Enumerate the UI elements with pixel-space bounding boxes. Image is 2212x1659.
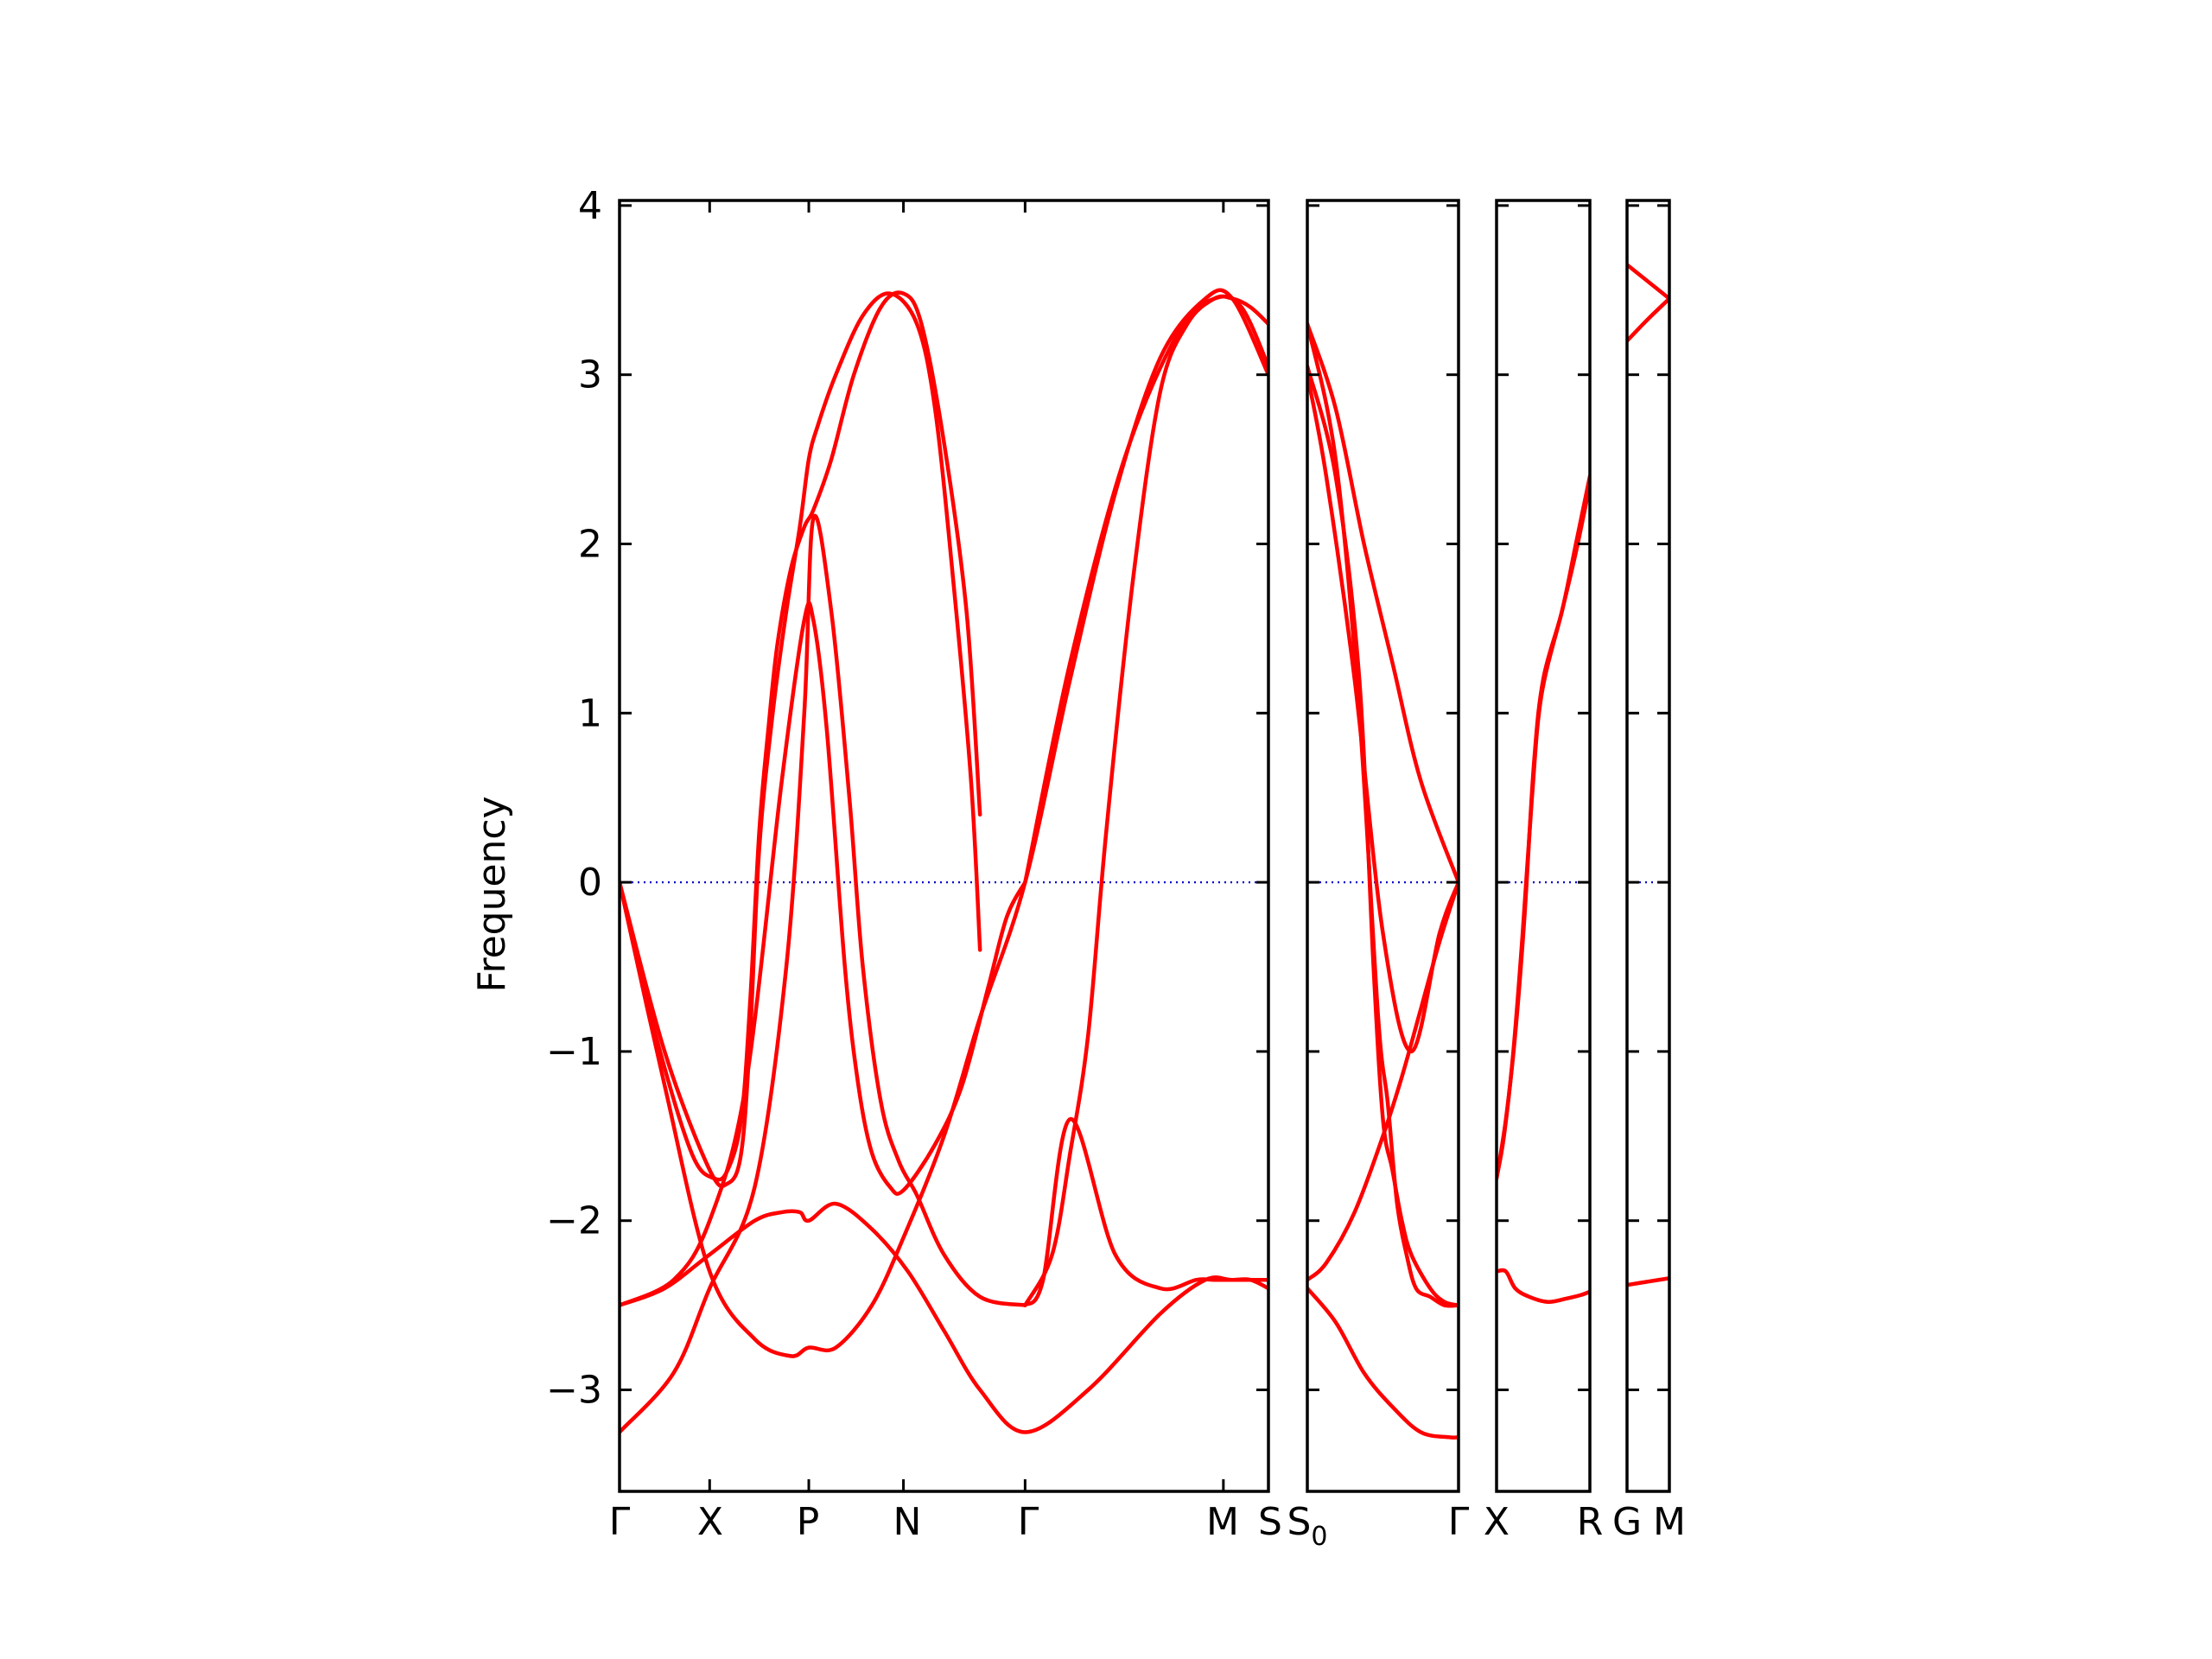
band-line-panel-0-5 — [620, 288, 1268, 1358]
x-tick-label: X — [697, 1500, 723, 1544]
x-tick-label: Γ — [1018, 1500, 1039, 1544]
y-tick-label: −1 — [546, 1030, 602, 1074]
x-tick-label: Γ — [1448, 1500, 1470, 1544]
y-tick-label: 1 — [578, 691, 602, 735]
x-tick-label: Γ — [609, 1500, 631, 1544]
x-tick-label: S — [1258, 1500, 1282, 1544]
x-tick-label: S0 — [1287, 1500, 1327, 1552]
band-line-panel-0-3 — [620, 513, 1027, 1434]
x-tick-label: G — [1612, 1500, 1642, 1544]
panel-3-bands — [1627, 263, 1669, 1287]
band-line-panel-1-0 — [1307, 321, 1459, 1308]
y-tick-label: 2 — [578, 522, 602, 566]
band-line-panel-1-1 — [1307, 364, 1459, 1307]
band-line-panel-2-2 — [1497, 1268, 1590, 1304]
panel-1-bands — [1307, 321, 1459, 1440]
panel-frame-3 — [1625, 199, 1671, 1493]
panel-frame-0 — [618, 199, 1270, 1493]
panel-frame-1 — [1306, 199, 1460, 1493]
band-line-panel-2-1 — [1497, 482, 1590, 1181]
panel-frame-2 — [1495, 199, 1592, 1493]
x-tick-label: M — [1206, 1500, 1239, 1544]
bands-layer — [620, 263, 1669, 1440]
y-axis-label: Frequency — [470, 796, 514, 992]
x-tick-label: M — [1653, 1500, 1686, 1544]
band-line-panel-1-4 — [1307, 880, 1459, 1282]
y-tick-label: 4 — [578, 184, 602, 228]
band-line-panel-1-5 — [1307, 1286, 1459, 1440]
x-tick-label: N — [893, 1500, 922, 1544]
frames-layer — [618, 199, 1671, 1493]
band-line-panel-0-7 — [1023, 1116, 1268, 1307]
x-tick-label: P — [797, 1500, 820, 1544]
band-line-panel-3-0 — [1627, 263, 1669, 301]
band-line-panel-1-3 — [1307, 321, 1459, 885]
band-line-panel-0-2 — [620, 601, 1027, 1307]
y-tick-label: −2 — [546, 1199, 602, 1243]
x-tick-label: X — [1484, 1500, 1510, 1544]
band-line-panel-0-0 — [620, 290, 982, 1182]
ticks-layer — [618, 200, 1671, 1491]
band-line-panel-0-8 — [1023, 294, 1268, 885]
y-tick-label: 0 — [578, 861, 602, 905]
band-line-panel-0-1 — [620, 291, 982, 1189]
x-tick-label: R — [1577, 1500, 1604, 1544]
band-line-panel-3-1 — [1627, 296, 1669, 343]
y-tick-label: 3 — [578, 353, 602, 397]
panel-0-bands — [620, 288, 1268, 1434]
panel-2-bands — [1497, 474, 1590, 1304]
band-line-panel-3-2 — [1627, 1276, 1669, 1287]
band-line-panel-0-4 — [620, 1201, 1268, 1434]
y-tick-label: −3 — [546, 1369, 602, 1413]
